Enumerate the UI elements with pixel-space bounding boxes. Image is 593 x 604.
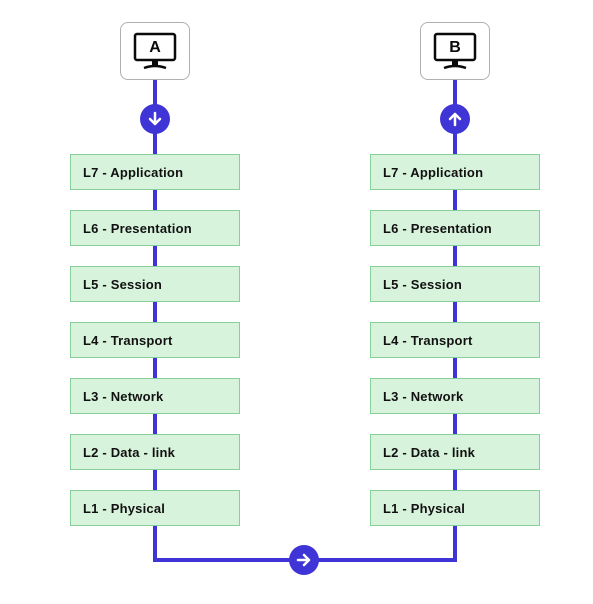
computer-a-label: A [149, 39, 161, 56]
layer-box-l6: L6 - Presentation [70, 210, 240, 246]
layer-label: L1 - Physical [83, 501, 165, 516]
layer-label: L4 - Transport [83, 333, 172, 348]
layer-label: L7 - Application [83, 165, 183, 180]
layers-right: L7 - Application L6 - Presentation L5 - … [370, 154, 540, 526]
layer-box-l2: L2 - Data - link [370, 434, 540, 470]
column-a: A [70, 22, 240, 80]
column-b: B [370, 22, 540, 80]
osi-diagram: A L7 - Application L6 - Presentation L5 … [0, 0, 593, 604]
layer-label: L7 - Application [383, 165, 483, 180]
layer-box-l5: L5 - Session [370, 266, 540, 302]
computer-b-box: B [420, 22, 490, 80]
layer-label: L4 - Transport [383, 333, 472, 348]
layer-label: L3 - Network [83, 389, 163, 404]
layer-box-l3: L3 - Network [70, 378, 240, 414]
layer-box-l6: L6 - Presentation [370, 210, 540, 246]
layer-label: L6 - Presentation [383, 221, 492, 236]
layer-box-l1: L1 - Physical [70, 490, 240, 526]
arrow-down-icon [147, 111, 163, 127]
layer-box-l7: L7 - Application [70, 154, 240, 190]
layer-box-l5: L5 - Session [70, 266, 240, 302]
layer-label: L3 - Network [383, 389, 463, 404]
layer-box-l3: L3 - Network [370, 378, 540, 414]
layer-box-l7: L7 - Application [370, 154, 540, 190]
computer-icon: A [132, 31, 178, 71]
layer-label: L2 - Data - link [83, 445, 175, 460]
layer-box-l4: L4 - Transport [370, 322, 540, 358]
computer-a-box: A [120, 22, 190, 80]
computer-b-label: B [449, 39, 461, 56]
arrow-up-circle [440, 104, 470, 134]
layer-label: L1 - Physical [383, 501, 465, 516]
arrow-right-icon [296, 552, 312, 568]
layer-box-l4: L4 - Transport [70, 322, 240, 358]
layer-label: L2 - Data - link [383, 445, 475, 460]
layer-box-l1: L1 - Physical [370, 490, 540, 526]
arrow-down-circle [140, 104, 170, 134]
layer-box-l2: L2 - Data - link [70, 434, 240, 470]
layer-label: L5 - Session [383, 277, 462, 292]
layer-label: L6 - Presentation [83, 221, 192, 236]
layers-left: L7 - Application L6 - Presentation L5 - … [70, 154, 240, 526]
layer-label: L5 - Session [83, 277, 162, 292]
arrow-up-icon [447, 111, 463, 127]
arrow-right-circle [289, 545, 319, 575]
computer-icon: B [432, 31, 478, 71]
